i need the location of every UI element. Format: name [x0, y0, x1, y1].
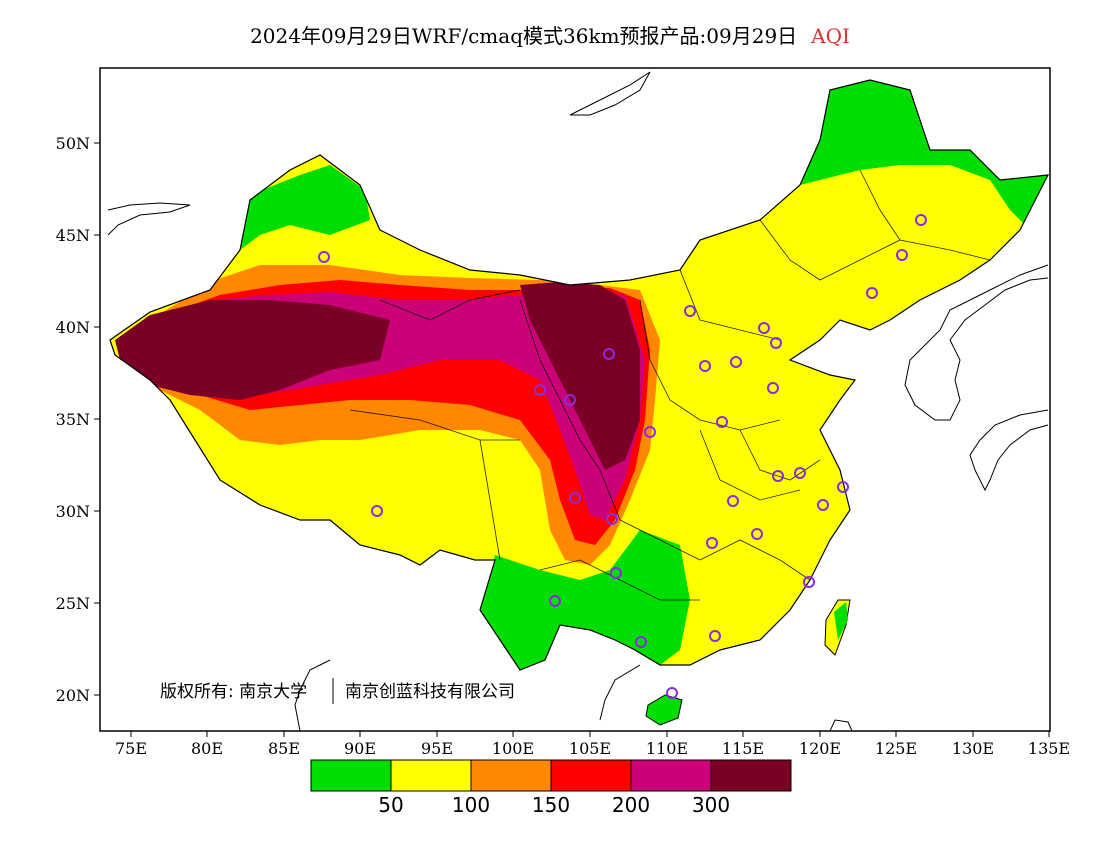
chart-title: 2024年09月29日WRF/cmaq模式36km预报产品:09月29日 AQI [0, 20, 1100, 49]
x-tick-label: 90E [344, 739, 376, 758]
y-tick-label: 40N [56, 318, 90, 337]
x-tick-label: 135E [1028, 739, 1070, 758]
legend-swatch-sensitive [470, 759, 552, 792]
title-main: 2024年09月29日WRF/cmaq模式36km预报产品:09月29日 [250, 24, 798, 48]
y-tick-label: 50N [56, 134, 90, 153]
legend-label: 300 [692, 793, 730, 817]
x-tick-label: 100E [492, 739, 534, 758]
legend-label: 50 [378, 793, 403, 817]
x-tick-label: 95E [421, 739, 453, 758]
y-tick-label: 35N [56, 410, 90, 429]
y-tick-label: 45N [56, 226, 90, 245]
x-tick-label: 80E [191, 739, 223, 758]
x-tick-label: 85E [268, 739, 300, 758]
copyright-right: 南京创蓝科技有限公司 [345, 682, 515, 702]
y-tick-label: 20N [56, 686, 90, 705]
plot-frame [99, 67, 1051, 732]
legend-swatch-very-unhealthy [630, 759, 712, 792]
title-variable: AQI [811, 24, 850, 48]
x-axis: 75E 80E 85E 90E 95E 100E 105E 110E 115E … [115, 731, 1070, 758]
x-tick-label: 115E [722, 739, 764, 758]
y-axis: 50N 45N 40N 35N 30N 25N 20N [56, 134, 100, 705]
legend-label: 150 [532, 793, 570, 817]
legend-swatch-good [310, 759, 392, 792]
y-tick-label: 30N [56, 502, 90, 521]
y-tick-label: 25N [56, 594, 90, 613]
legend-label: 200 [612, 793, 650, 817]
x-tick-label: 110E [646, 739, 688, 758]
legend-swatch-unhealthy [550, 759, 632, 792]
x-tick-label: 120E [799, 739, 841, 758]
legend-swatch-hazardous [710, 759, 792, 792]
legend: 50 100 150 200 300 [310, 759, 792, 817]
x-tick-label: 105E [569, 739, 611, 758]
x-tick-label: 130E [952, 739, 994, 758]
x-tick-label: 75E [115, 739, 147, 758]
x-tick-label: 125E [875, 739, 917, 758]
legend-label: 100 [452, 793, 490, 817]
copyright-left: 版权所有: 南京大学 [160, 682, 307, 702]
legend-swatch-moderate [390, 759, 472, 792]
